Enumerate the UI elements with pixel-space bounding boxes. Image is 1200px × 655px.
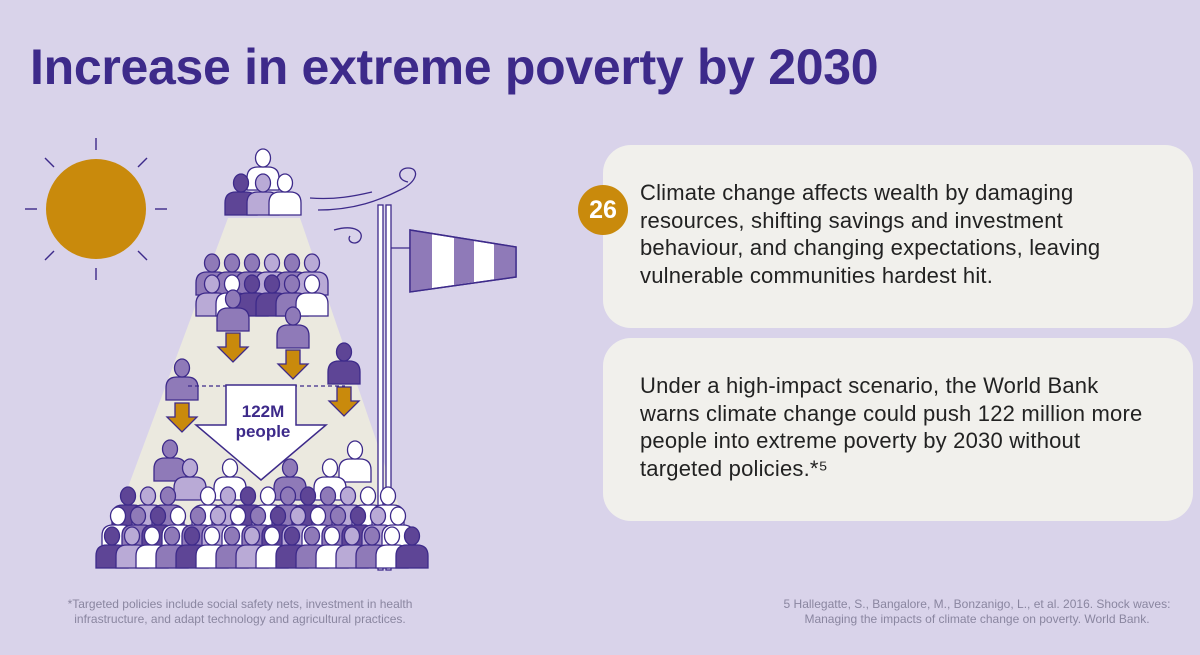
page-title: Increase in extreme poverty by 2030 (30, 39, 879, 95)
card-wealth-text: Climate change affects wealth by damagin… (640, 180, 1101, 288)
person-icon (173, 458, 207, 501)
big-down-arrow: 122M people (193, 384, 329, 481)
footnote-reference: 5 Hallegatte, S., Bangalore, M., Bonzani… (762, 597, 1192, 627)
down-arrow-icon (165, 402, 199, 433)
person-icon (276, 306, 310, 349)
person-icon (268, 173, 302, 216)
footnote-policies-line2: infrastructure, and adapt technology and… (74, 612, 406, 626)
number-badge: 26 (578, 185, 628, 235)
footnote-policies-line1: *Targeted policies include social safety… (67, 597, 413, 611)
down-arrow-icon (327, 386, 361, 417)
footnote-policies: *Targeted policies include social safety… (30, 597, 450, 627)
wind-icon (309, 167, 417, 244)
card-world-bank-text: Under a high-impact scenario, the World … (640, 373, 1143, 481)
sun-icon (25, 138, 167, 280)
person-icon (338, 440, 372, 483)
windsock-icon (377, 204, 517, 571)
arrow-label-number: 122M (242, 402, 285, 421)
person-icon (327, 342, 361, 385)
down-arrow-icon (276, 349, 310, 380)
info-card-wealth: Climate change affects wealth by damagin… (603, 145, 1193, 328)
person-icon (216, 289, 250, 332)
person-icon (395, 526, 429, 569)
info-card-world-bank: Under a high-impact scenario, the World … (603, 338, 1193, 521)
footnote-reference-line2: Managing the impacts of climate change o… (804, 612, 1150, 626)
down-arrow-icon (216, 332, 250, 363)
poverty-illustration: 122M people (25, 138, 517, 571)
arrow-label-unit: people (236, 422, 291, 441)
person-icon (295, 274, 329, 317)
footnote-reference-line1: 5 Hallegatte, S., Bangalore, M., Bonzani… (783, 597, 1171, 611)
